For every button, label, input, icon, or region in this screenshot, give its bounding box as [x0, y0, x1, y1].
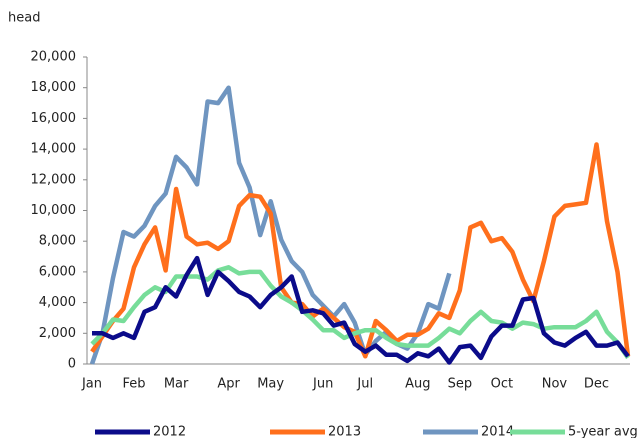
x-tick-label: Jan	[81, 377, 102, 392]
y-tick-label: 10,000	[31, 203, 77, 218]
legend-label: 2012	[153, 425, 186, 439]
legend-label: 2013	[328, 425, 361, 439]
x-tick-label: Feb	[123, 377, 146, 392]
y-tick-label: 12,000	[31, 172, 77, 187]
x-tick-label: Aug	[405, 377, 430, 392]
y-tick-label: 0	[68, 357, 76, 372]
x-tick-label: Nov	[542, 377, 568, 392]
x-tick-label: Dec	[584, 377, 609, 392]
series-line	[90, 142, 631, 359]
y-tick-label: 18,000	[31, 80, 77, 95]
y-tick-label: 4,000	[39, 295, 76, 310]
x-tick-label: Apr	[217, 377, 240, 392]
legend-label: 2014	[481, 425, 514, 439]
y-tick-label: 14,000	[31, 142, 77, 157]
legend-label: 5-year avg.	[568, 425, 638, 439]
y-axis-label: head	[8, 11, 40, 26]
x-tick-label: Mar	[164, 377, 189, 392]
series-line	[92, 255, 630, 365]
y-tick-label: 16,000	[31, 111, 77, 126]
x-tick-label: Oct	[491, 377, 513, 392]
series-line	[90, 265, 630, 360]
x-tick-label: Jul	[356, 377, 373, 392]
y-tick-label: 8,000	[39, 234, 76, 249]
x-tick-label: Jun	[312, 377, 333, 392]
y-tick-label: 20,000	[31, 50, 77, 65]
y-tick-label: 2,000	[39, 326, 76, 341]
x-tick-label: Sep	[448, 377, 473, 392]
x-tick-label: May	[257, 377, 284, 392]
y-tick-label: 6,000	[39, 264, 76, 279]
